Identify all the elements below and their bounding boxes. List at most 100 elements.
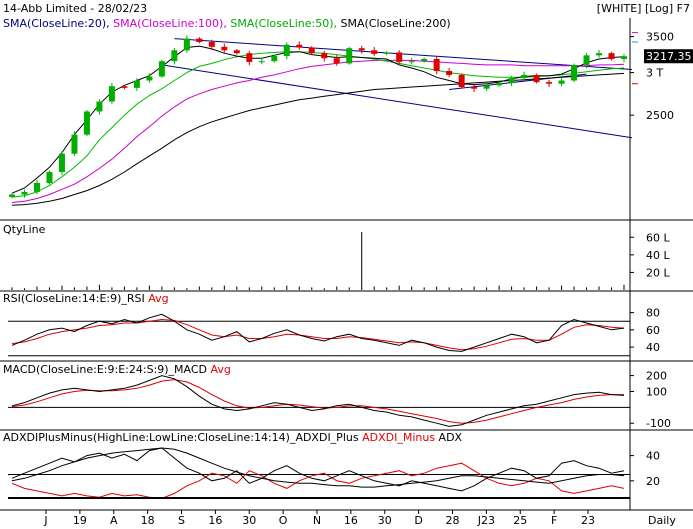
candle-body xyxy=(121,86,128,88)
adx-line xyxy=(11,447,625,488)
price-tick-label: 2500 xyxy=(646,109,674,122)
last-price-label: 3217.35 xyxy=(646,50,692,63)
volume-panel: 60 L 40 L 20 L xyxy=(11,231,670,290)
candle-body xyxy=(96,101,103,112)
chart-frame xyxy=(0,18,693,511)
candle-body xyxy=(508,78,515,83)
x-tick-label: 23 xyxy=(581,514,595,527)
legend-macd: MACD(CloseLine:E:9:E:24:S:9)_MACD xyxy=(3,363,208,376)
volume-title: QtyLine xyxy=(3,223,46,236)
price-legend: SMA(CloseLine:20), SMA(CloseLine:100), S… xyxy=(3,17,451,30)
candle-body xyxy=(521,74,528,79)
x-tick-label: 16 xyxy=(208,514,222,527)
x-tick-label: 19 xyxy=(73,514,87,527)
candle-body xyxy=(271,56,278,62)
x-tick-label: N xyxy=(313,514,321,527)
macd-panel: 200 100 -100 xyxy=(8,370,671,430)
x-tick-label: 30 xyxy=(242,514,256,527)
candle-body xyxy=(333,58,340,64)
legend-adx: ADX xyxy=(438,431,463,444)
chart-mode: [WHITE] [Log] F7 xyxy=(596,2,690,15)
candle-body xyxy=(221,46,228,51)
candle-body xyxy=(408,61,415,63)
di-minus-line xyxy=(11,462,625,499)
legend-sma20: SMA(CloseLine:20), xyxy=(3,17,110,30)
rsi-legend: RSI(CloseLine:14:E:9)_RSI Avg xyxy=(3,292,169,305)
candle-body xyxy=(471,87,478,89)
trendline-support xyxy=(449,73,587,91)
x-tick-label: 30 xyxy=(378,514,392,527)
candle-body xyxy=(108,86,115,102)
candle-body xyxy=(546,82,553,84)
candle-body xyxy=(171,50,178,62)
axis-tick-label: 200 xyxy=(646,370,667,383)
trendline-upper xyxy=(174,38,633,70)
candle-body xyxy=(483,85,490,89)
candle-body xyxy=(433,58,440,72)
x-tick-label: 28 xyxy=(446,514,460,527)
candle-body xyxy=(321,53,328,59)
x-tick-label: D xyxy=(414,514,422,527)
candle-body xyxy=(421,58,428,62)
candle-body xyxy=(558,80,565,84)
macd-avg-line xyxy=(11,379,624,424)
candle-body xyxy=(533,74,540,83)
candle-body xyxy=(621,56,627,59)
candle-body xyxy=(496,82,503,86)
axis-tick-label: 80 xyxy=(646,307,660,320)
rsi-line xyxy=(11,313,625,352)
macd-line xyxy=(11,375,625,427)
legend-rsi: RSI(CloseLine:14:E:9)_RSI xyxy=(3,292,145,305)
candle-body xyxy=(183,38,190,51)
candle-body xyxy=(458,74,465,88)
x-tick-label: S xyxy=(178,514,185,527)
candle-body xyxy=(296,44,303,48)
volume-tick-label: 40 L xyxy=(646,249,670,262)
candle-body xyxy=(246,53,253,62)
last-price-box xyxy=(644,49,693,64)
candle-body xyxy=(358,48,365,51)
candle-body xyxy=(208,41,215,47)
candle-body xyxy=(33,182,40,192)
legend-macd-avg: Avg xyxy=(210,363,231,376)
rsi-avg-line xyxy=(11,318,625,351)
candle-body xyxy=(71,134,78,154)
sma200-line xyxy=(11,72,625,206)
candle-body xyxy=(371,50,378,54)
legend-sma200: SMA(CloseLine:200) xyxy=(340,17,451,30)
candle-body xyxy=(9,194,15,197)
legend-sma50: SMA(CloseLine:50), xyxy=(230,17,338,30)
candle-body xyxy=(21,191,28,195)
candle-body xyxy=(158,61,165,77)
candle-body xyxy=(133,80,140,88)
rsi-panel: 80 60 40 xyxy=(8,307,660,357)
x-tick-label: 18 xyxy=(141,514,155,527)
price-tick-label: 3500 xyxy=(646,31,674,44)
candle-body xyxy=(596,53,603,56)
candle-body xyxy=(608,53,615,59)
x-tick-label: O xyxy=(279,514,288,527)
x-axis: J 19 A 18 S 16 30 O N 16 30 D 28 J23 25 F 23 xyxy=(43,510,595,527)
volume-tick-label: 60 L xyxy=(646,231,670,244)
sma20-line xyxy=(11,45,625,194)
candle-body xyxy=(346,48,353,64)
legend-sma100: SMA(CloseLine:100), xyxy=(113,17,227,30)
candle-body xyxy=(571,64,578,81)
candle-body xyxy=(583,55,590,65)
candle-body xyxy=(396,52,403,62)
x-tick-label: 16 xyxy=(344,514,358,527)
candle-body xyxy=(283,44,290,57)
x-tick-label: A xyxy=(110,514,118,527)
adx-legend: ADXDIPlusMinus(HighLine:LowLine:CloseLin… xyxy=(3,431,462,444)
axis-tick-label: 60 xyxy=(646,324,660,337)
candle-body xyxy=(46,171,53,183)
x-tick-label: J23 xyxy=(477,514,495,527)
axis-tick-label: 20 xyxy=(646,475,660,488)
sma100-line xyxy=(11,59,625,203)
candle-body xyxy=(58,153,65,172)
x-tick-label: J xyxy=(43,514,47,527)
candle-body xyxy=(146,76,153,81)
candle-body xyxy=(258,61,265,63)
volume-tick-label: 20 L xyxy=(646,266,670,279)
sma50-line xyxy=(11,51,625,198)
